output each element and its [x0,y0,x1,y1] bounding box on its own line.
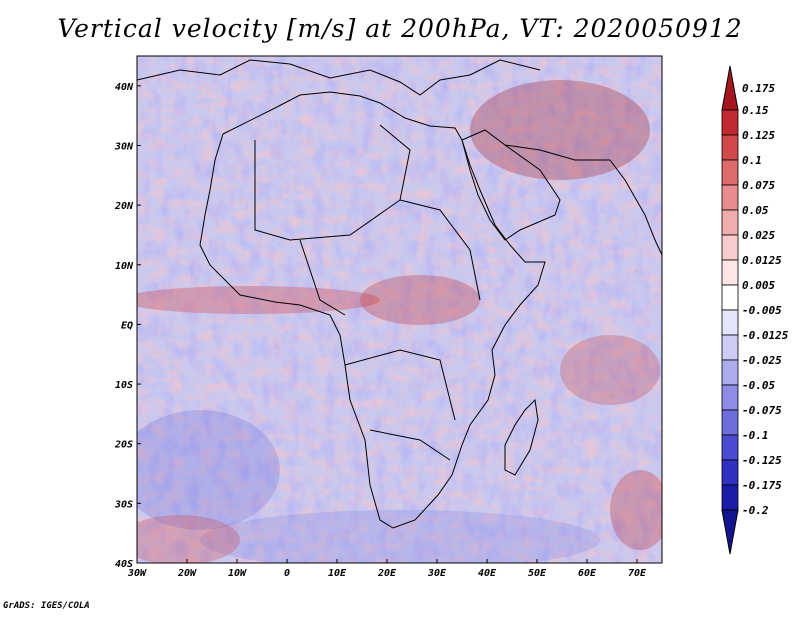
colorbar-segment [721,409,739,436]
colorbar-label: 0.15 [742,104,769,117]
colorbar-segment [721,359,739,386]
grads-credit: GrADS: IGES/COLA [3,601,90,611]
colorbar-segment [721,484,739,511]
latitude-axis: 40N 30N 20N 10N EQ 10S 20S 30S 40S [114,82,141,570]
colorbar-label: 0.1 [742,154,762,167]
lon-tick-label: 70E [628,568,647,579]
colorbar-segment [721,309,739,336]
velocity-field [137,56,662,563]
colorbar-segment [721,234,739,261]
lat-tick-label: 40N [115,82,134,93]
colorbar-segment [721,159,739,186]
colorbar-label: -0.125 [742,454,782,467]
colorbar-label: -0.005 [742,304,782,317]
colorbar-label: -0.1 [742,429,769,442]
lon-tick-label: 20W [177,568,197,579]
colorbar: 0.175 0.15 0.125 0.1 0.075 0.05 0.025 0.0125 0.0… [721,65,789,555]
lat-tick-label: 40S [115,559,133,570]
colorbar-label: 0.075 [742,179,775,192]
lat-tick-label: 30S [114,499,133,510]
lat-tick-label: 20S [114,440,133,451]
lon-tick-label: 40E [478,568,497,579]
colorbar-segment [721,334,739,361]
colorbar-label: -0.0125 [742,329,789,342]
lat-tick-label: 30N [114,141,134,152]
colorbar-label: -0.2 [742,504,769,517]
colorbar-label: 0.025 [742,229,775,242]
colorbar-segment [721,259,739,286]
colorbar-label: 0.05 [742,204,769,217]
lon-tick-label: 10W [228,568,247,579]
lat-tick-label: EQ [121,320,133,331]
map-frame [136,55,663,564]
lat-tick-label: 20N [114,201,134,212]
colorbar-segment [721,434,739,461]
colorbar-segment [721,109,739,136]
lon-tick-label: 10E [328,568,347,579]
lat-tick-label: 10S [115,380,133,391]
lon-tick-label: 30E [427,568,447,579]
lon-tick-label: 20E [377,568,397,579]
coastlines [136,59,663,529]
colorbar-label: 0.0125 [742,254,782,267]
colorbar-bottom-arrow [721,509,739,555]
longitude-axis: 30W 20W 10W 0 10E 20E 30E 40E 50E 60E 70E [127,559,647,579]
lon-tick-label: 60E [578,568,597,579]
colorbar-segment [721,209,739,236]
colorbar-label: -0.075 [742,404,782,417]
colorbar-segment [721,384,739,411]
colorbar-segment [721,134,739,161]
colorbar-label: -0.175 [742,479,782,492]
colorbar-segment [721,284,739,311]
colorbar-segment [721,459,739,486]
colorbar-label: -0.05 [742,379,775,392]
colorbar-label: -0.025 [742,354,782,367]
colorbar-top-arrow [721,65,739,111]
lon-tick-label: 30W [127,568,147,579]
lon-tick-label: 0 [284,568,290,579]
colorbar-label: 0.175 [742,82,775,95]
lat-tick-label: 10N [115,261,134,272]
colorbar-label: 0.005 [742,279,775,292]
lon-tick-label: 50E [528,568,547,579]
colorbar-segment [721,184,739,211]
colorbar-label: 0.125 [742,129,775,142]
map-title: Vertical velocity [m/s] at 200hPa, VT: 2… [57,14,743,43]
